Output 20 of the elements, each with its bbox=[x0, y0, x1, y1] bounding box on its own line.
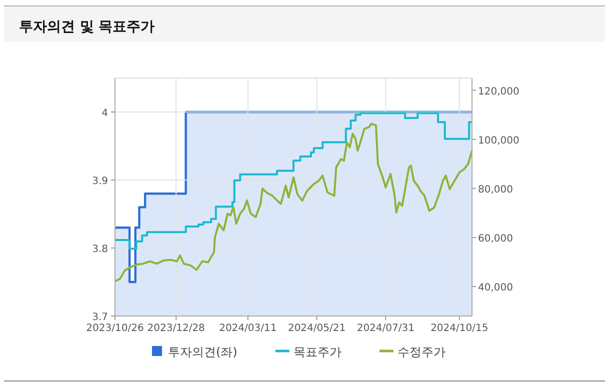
x-tick-label: 2024/03/11 bbox=[219, 323, 277, 334]
y-tick-label: 4 bbox=[102, 108, 108, 119]
x-tick-label: 2024/07/31 bbox=[356, 323, 414, 334]
legend-label: 투자의견(좌) bbox=[168, 345, 238, 359]
x-tick-label: 2024/10/15 bbox=[430, 323, 488, 334]
x-tick-label: 2024/05/21 bbox=[288, 323, 346, 334]
x-tick-label: 2023/10/26 bbox=[86, 323, 144, 334]
y2-tick-label: 40,000 bbox=[478, 282, 513, 294]
y-tick-label: 3.9 bbox=[92, 176, 108, 187]
legend-label: 수정주가 bbox=[397, 345, 446, 359]
x-tick-label: 2023/12/28 bbox=[147, 323, 205, 334]
y2-tick-label: 120,000 bbox=[478, 86, 520, 98]
legend-label: 목표주가 bbox=[293, 345, 342, 359]
line-series bbox=[114, 122, 473, 282]
y2-tick-label: 80,000 bbox=[478, 184, 513, 196]
chart-title: 투자의견 및 목표주가 bbox=[19, 19, 155, 35]
y-tick-label: 3.8 bbox=[92, 244, 108, 255]
y2-tick-label: 60,000 bbox=[478, 233, 513, 244]
y-tick-label: 3.7 bbox=[92, 312, 108, 323]
y2-tick-label: 100,000 bbox=[478, 135, 520, 146]
